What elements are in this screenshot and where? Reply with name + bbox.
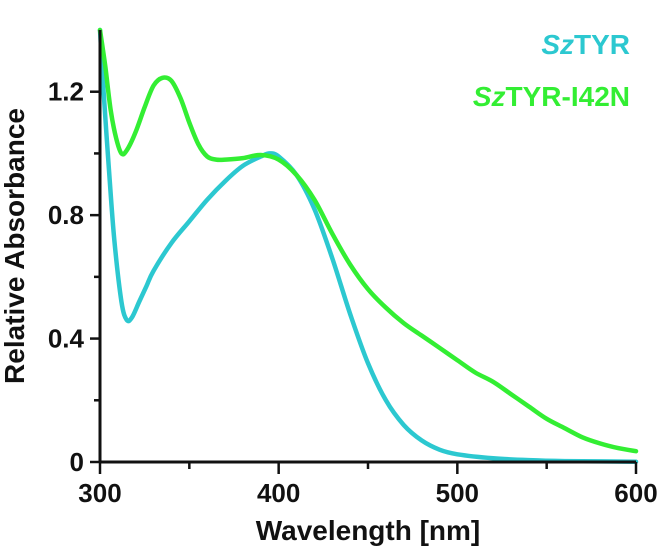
y-tick-label: 0 bbox=[70, 447, 84, 477]
series-line-sztyr bbox=[97, 27, 639, 464]
x-tick-label: 400 bbox=[257, 478, 300, 508]
series-line-sztyr-i42n bbox=[97, 27, 639, 454]
y-tick-label: 1.2 bbox=[48, 77, 84, 107]
y-tick-label: 0.8 bbox=[48, 200, 84, 230]
legend: SzTYR SzTYR-I42N bbox=[473, 29, 630, 112]
y-axis-title: Relative Absorbance bbox=[0, 108, 30, 384]
legend-label-sztyr-i42n: SzTYR-I42N bbox=[473, 81, 630, 112]
plot-lines bbox=[97, 27, 639, 464]
legend-label-sztyr-rest: TYR bbox=[574, 29, 630, 60]
legend-label-sztyr-i42n-rest: TYR-I42N bbox=[506, 81, 630, 112]
x-tick-label: 600 bbox=[614, 478, 657, 508]
x-axis-title: Wavelength [nm] bbox=[256, 515, 481, 546]
x-ticks: 300 400 500 600 bbox=[78, 462, 658, 508]
legend-label-sztyr-italic: Sz bbox=[541, 29, 574, 60]
x-tick-label: 300 bbox=[78, 478, 121, 508]
y-ticks: 0 0.4 0.8 1.2 bbox=[48, 77, 100, 477]
legend-label-sztyr: SzTYR bbox=[541, 29, 630, 60]
x-tick-label: 500 bbox=[436, 478, 479, 508]
legend-label-sztyr-i42n-italic: Sz bbox=[473, 81, 506, 112]
y-tick-label: 0.4 bbox=[48, 324, 85, 354]
